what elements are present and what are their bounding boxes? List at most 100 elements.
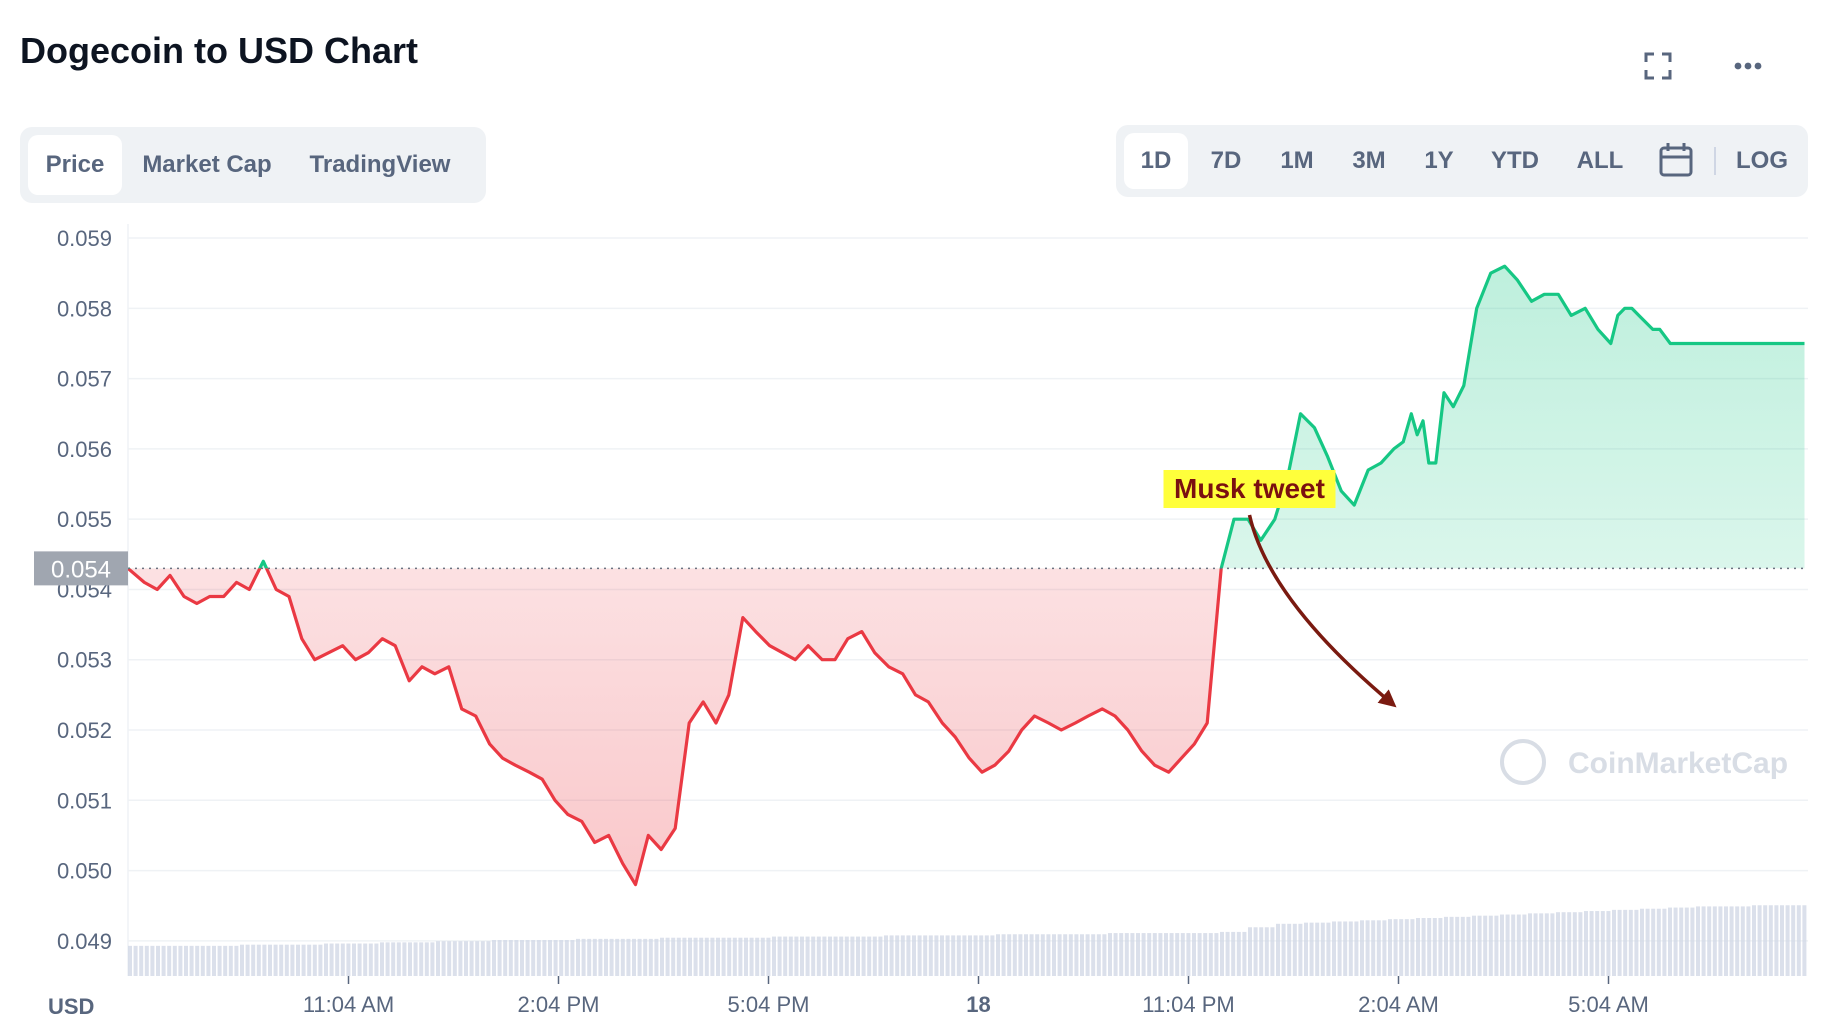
volume-bar	[1315, 922, 1320, 976]
volume-bar	[172, 945, 177, 976]
volume-bar	[1208, 933, 1213, 976]
header-actions	[1636, 44, 1836, 88]
tab-tradingview[interactable]: TradingView	[309, 151, 451, 178]
range-1y[interactable]: 1Y	[1424, 147, 1454, 174]
volume-bar	[1007, 934, 1012, 976]
y-tick-label: 0.052	[57, 718, 112, 743]
volume-bar	[564, 940, 569, 976]
volume-bar	[727, 937, 732, 976]
volume-bar	[895, 935, 900, 976]
volume-bar	[1651, 908, 1656, 976]
volume-bar	[794, 936, 799, 976]
volume-bar	[1001, 934, 1006, 976]
volume-bar	[1046, 934, 1051, 976]
volume-bar	[1567, 912, 1572, 976]
volume-bar	[1192, 933, 1196, 976]
volume-bar	[340, 943, 345, 976]
range-all[interactable]: ALL	[1576, 147, 1624, 174]
volume-bar	[1645, 908, 1650, 976]
x-tick-label: 2:04 AM	[1358, 992, 1439, 1016]
volume-bar	[1063, 934, 1068, 976]
fullscreen-icon[interactable]	[1636, 44, 1680, 88]
volume-bar	[777, 936, 782, 976]
range-3m[interactable]: 3M	[1352, 147, 1386, 174]
volume-bar	[1326, 922, 1331, 976]
range-7d[interactable]: 7D	[1210, 147, 1242, 174]
volume-bar	[1074, 934, 1079, 976]
volume-bar	[447, 941, 452, 976]
more-icon[interactable]	[1726, 44, 1770, 88]
tab-price[interactable]: Price	[28, 135, 122, 195]
volume-bar	[161, 945, 166, 976]
volume-bar	[251, 944, 256, 976]
volume-bar	[559, 940, 564, 976]
volume-bar	[1595, 911, 1600, 976]
volume-bar	[1561, 912, 1566, 976]
range-1d[interactable]: 1D	[1124, 133, 1188, 189]
volume-bar	[1085, 934, 1090, 976]
volume-bar	[531, 940, 536, 976]
volume-bar	[486, 941, 491, 976]
volume-bar	[1348, 921, 1353, 976]
calendar-icon[interactable]	[1646, 133, 1706, 189]
volume-bar	[1141, 933, 1146, 976]
volume-bar	[1634, 909, 1639, 976]
volume-bar	[514, 940, 519, 976]
volume-bar	[1360, 920, 1364, 976]
volume-bar	[1343, 921, 1348, 976]
volume-bar	[228, 945, 233, 976]
volume-bar	[917, 935, 922, 976]
volume-bar	[1740, 906, 1745, 976]
volume-bar	[1119, 933, 1124, 976]
volume-bar	[290, 944, 295, 976]
volume-bar	[710, 937, 715, 976]
volume-bar	[357, 943, 362, 976]
volume-bar	[1332, 921, 1336, 976]
volume-bar	[973, 935, 978, 976]
volume-bar	[576, 938, 580, 976]
volume-bar	[1656, 908, 1661, 976]
volume-bar	[1539, 913, 1544, 976]
volume-bar	[200, 945, 205, 976]
volume-bar	[1264, 927, 1269, 976]
watermark-text: CoinMarketCap	[1568, 747, 1788, 780]
volume-bar	[1544, 913, 1549, 976]
volume-bar	[1500, 914, 1504, 976]
volume-bar	[1668, 907, 1672, 976]
volume-bar	[637, 938, 642, 976]
volume-bar	[1684, 907, 1689, 976]
volume-bar	[856, 936, 860, 976]
tab-market-cap[interactable]: Market Cap	[142, 151, 272, 178]
range-ytd[interactable]: YTD	[1491, 147, 1539, 174]
volume-bar	[525, 940, 530, 976]
volume-bar	[968, 935, 972, 976]
volume-bar	[1796, 905, 1801, 976]
volume-bar	[1024, 934, 1028, 976]
volume-bar	[402, 942, 407, 976]
volume-bar	[1253, 927, 1258, 976]
range-1m[interactable]: 1M	[1280, 147, 1314, 174]
volume-bar	[1623, 909, 1628, 976]
x-tick-label: 5:04 PM	[728, 992, 810, 1016]
annotation-box	[1163, 470, 1336, 508]
chart-type-tabs: Price Market Cap TradingView	[20, 127, 486, 203]
volume-bar	[240, 944, 244, 976]
volume-bar	[1040, 934, 1045, 976]
volume-bar	[1774, 905, 1779, 976]
volume-bar	[654, 938, 659, 976]
volume-bar	[346, 943, 351, 976]
volume-bar	[1528, 913, 1532, 976]
y-tick-label: 0.050	[57, 859, 112, 884]
volume-bar	[1304, 922, 1308, 976]
volume-bar	[1147, 933, 1152, 976]
volume-bar	[626, 938, 631, 976]
time-range-selector: 1D 7D 1M 3M 1Y YTD ALL LOG	[1116, 125, 1808, 197]
volume-bar	[940, 935, 944, 976]
volume-bar	[1169, 933, 1174, 976]
log-toggle[interactable]: LOG	[1736, 147, 1788, 174]
volume-bar	[1718, 906, 1723, 976]
volume-bar	[430, 942, 435, 976]
volume-bar	[615, 938, 620, 976]
volume-bar	[811, 936, 816, 976]
volume-bar	[1791, 905, 1796, 976]
